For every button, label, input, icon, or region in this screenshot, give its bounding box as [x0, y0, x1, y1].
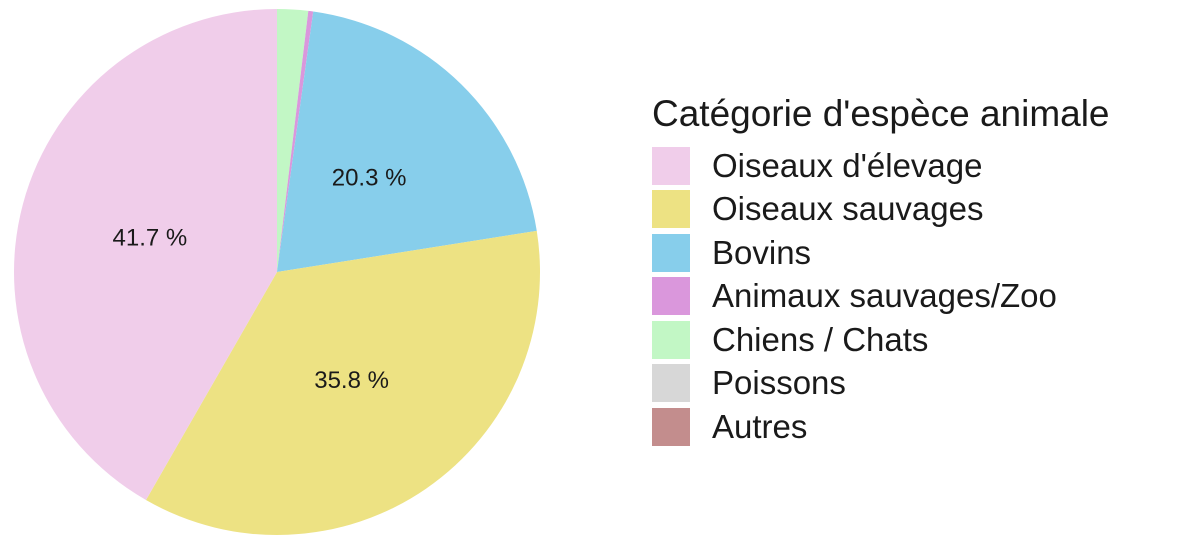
legend-swatch — [652, 364, 690, 403]
legend-swatch — [652, 146, 690, 185]
legend-label: Autres — [712, 407, 808, 445]
legend-swatch — [652, 233, 690, 272]
legend-item-animaux-sauvages-zoo: Animaux sauvages/Zoo — [652, 275, 1110, 319]
slice-label-oiseaux-d-elevage: 41.7 % — [113, 225, 188, 252]
legend: Catégorie d'espèce animale Oiseaux d'éle… — [652, 92, 1110, 449]
pie-slice-chiens-chats — [277, 8, 309, 272]
slice-label-oiseaux-sauvages: 35.8 % — [314, 367, 389, 394]
legend-swatch — [652, 277, 690, 316]
legend-label: Oiseaux sauvages — [712, 190, 984, 228]
pie-slice-oiseaux-d-elevage — [14, 9, 277, 501]
legend-swatch — [652, 407, 690, 446]
legend-item-poissons: Poissons — [652, 362, 1110, 406]
legend-swatch — [652, 190, 690, 229]
legend-label: Poissons — [712, 364, 846, 402]
legend-item-chiens-chats: Chiens / Chats — [652, 318, 1110, 362]
legend-item-oiseaux-sauvages: Oiseaux sauvages — [652, 188, 1110, 232]
slice-label-bovins: 20.3 % — [332, 165, 407, 192]
pie-slice-bovins — [277, 11, 537, 272]
pie-slice-oiseaux-sauvages — [145, 230, 540, 535]
legend-label: Bovins — [712, 233, 812, 271]
legend-items: Oiseaux d'élevage Oiseaux sauvages Bovins A… — [652, 144, 1110, 449]
pie-chart: 20.3 % 35.8 % 41.7 % — [14, 8, 540, 535]
legend-label: Animaux sauvages/Zoo — [712, 277, 1057, 315]
legend-item-oiseaux-d-elevage: Oiseaux d'élevage — [652, 144, 1110, 188]
pie-slice-animaux-sauvages-zoo — [277, 10, 314, 273]
legend-item-bovins: Bovins — [652, 231, 1110, 275]
legend-label: Oiseaux d'élevage — [712, 146, 983, 184]
legend-item-autres: Autres — [652, 405, 1110, 449]
legend-label: Chiens / Chats — [712, 320, 929, 358]
legend-title: Catégorie d'espèce animale — [652, 93, 1110, 134]
legend-swatch — [652, 320, 690, 359]
